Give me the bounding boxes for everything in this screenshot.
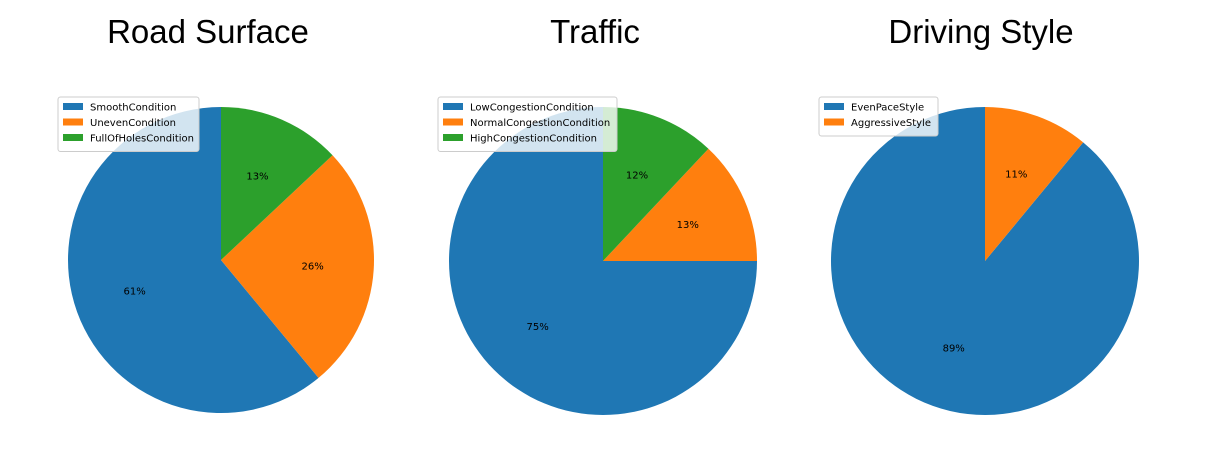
pct-label: 11% — [1005, 170, 1027, 181]
pie-slice-UnevenCondition — [221, 155, 375, 378]
pie-chart-1: Road Surface 61% 26% 13% SmoothCondition Unev… — [57, 13, 375, 414]
legend: EvenPaceStyle AggressiveStyle — [818, 96, 939, 137]
legend-frame — [437, 96, 618, 152]
legend: LowCongestionCondition NormalCongestionCo… — [437, 96, 618, 152]
pie-slice-FullOfHolesCondition — [221, 107, 333, 260]
legend-label: AggressiveStyle — [851, 118, 931, 129]
pie-slice-NormalCongestionCondition — [603, 148, 757, 261]
legend-swatch — [443, 134, 463, 141]
legend-swatch — [63, 103, 83, 110]
pct-label: 13% — [246, 171, 268, 182]
legend-swatch — [63, 134, 83, 141]
legend-label: FullOfHolesCondition — [90, 134, 194, 145]
pct-label: 89% — [943, 343, 965, 354]
legend-label: UnevenCondition — [90, 118, 176, 129]
pct-label: 61% — [124, 287, 146, 298]
legend-label: LowCongestionCondition — [470, 103, 594, 114]
chart-title: Traffic — [550, 13, 640, 50]
pct-label: 75% — [527, 322, 549, 333]
pie-chart-3: Driving Style 89% 11% EvenPaceStyle Aggressi… — [818, 13, 1139, 415]
legend-frame — [818, 96, 939, 137]
pie-slice-AggressiveStyle — [985, 107, 1084, 261]
legend-swatch — [443, 118, 463, 126]
legend-label: NormalCongestionCondition — [470, 118, 610, 129]
pct-label: 12% — [626, 171, 648, 182]
legend-label: EvenPaceStyle — [851, 103, 924, 114]
pct-label: 13% — [677, 220, 699, 231]
legend-swatch — [63, 118, 83, 126]
pie-slice-SmoothCondition — [68, 107, 319, 414]
legend-label: SmoothCondition — [90, 103, 176, 114]
legend: SmoothCondition UnevenCondition FullOfHole… — [57, 96, 200, 152]
legend-label: HighCongestionCondition — [470, 134, 597, 145]
pie-slice-EvenPaceStyle — [830, 107, 1139, 415]
legend-frame — [57, 96, 200, 152]
chart-title: Road Surface — [107, 13, 309, 50]
pie-slice-HighCongestionCondition — [603, 107, 709, 261]
legend-swatch — [824, 103, 844, 110]
legend-swatch — [443, 103, 463, 110]
pie-chart-2: Traffic 75% 13% 12% LowCongestionCondition No… — [437, 13, 757, 415]
legend-swatch — [824, 118, 844, 126]
pct-label: 26% — [302, 261, 324, 272]
chart-title: Driving Style — [888, 13, 1073, 50]
